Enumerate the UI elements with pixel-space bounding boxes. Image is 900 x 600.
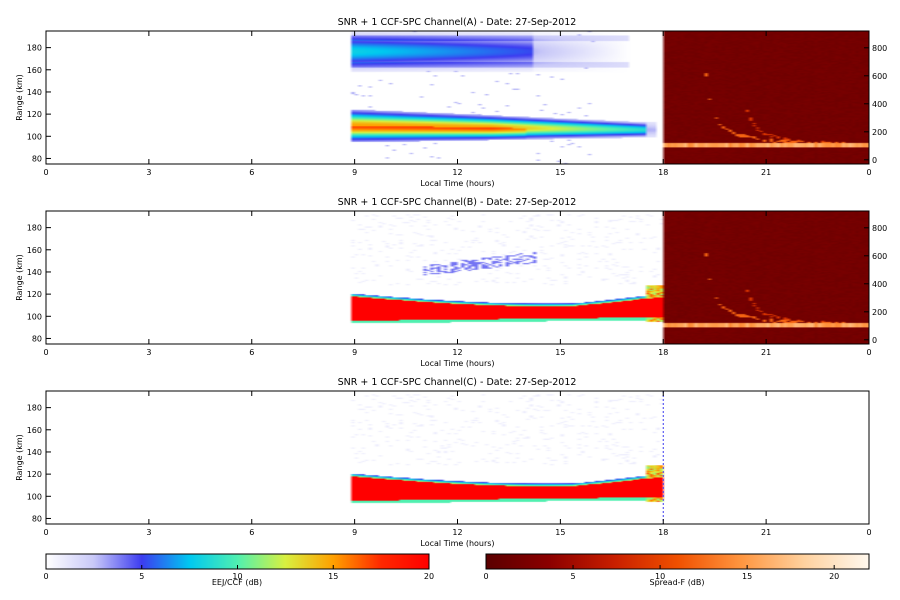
x-tick-label: 0 — [43, 168, 48, 177]
y-tick-label: 140 — [27, 88, 42, 97]
panel-title: SNR + 1 CCF-SPC Channel(C) - Date: 27-Se… — [338, 377, 577, 388]
heatmap-image — [46, 391, 869, 524]
x-axis-label: Local Time (hours) — [420, 179, 494, 188]
y2-tick-label: 200 — [872, 308, 887, 317]
x-tick-label: 9 — [352, 528, 357, 537]
y-tick-label: 100 — [27, 492, 42, 501]
y2-tick-label: 400 — [872, 100, 887, 109]
y-tick-label: 80 — [32, 334, 42, 343]
panel-channel-c: SNR + 1 CCF-SPC Channel(C) - Date: 27-Se… — [15, 377, 872, 548]
y-tick-label: 120 — [27, 110, 42, 119]
colorbar-tick-label: 5 — [570, 572, 575, 581]
y2-tick-label: 0 — [872, 156, 877, 165]
x-tick-label: 0 — [866, 348, 871, 357]
y-tick-label: 160 — [27, 66, 42, 75]
x-tick-label: 15 — [555, 528, 565, 537]
y2-tick-label: 400 — [872, 280, 887, 289]
y-tick-label: 180 — [27, 224, 42, 233]
colorbar-tick-label: 15 — [328, 572, 338, 581]
colorbar-tick-label: 5 — [139, 572, 144, 581]
x-tick-label: 3 — [146, 528, 151, 537]
x-tick-label: 21 — [761, 348, 771, 357]
colorbar-frame — [485, 553, 870, 570]
y-tick-label: 140 — [27, 448, 42, 457]
x-tick-label: 21 — [761, 528, 771, 537]
panel-channel-b: SNR + 1 CCF-SPC Channel(B) - Date: 27-Se… — [15, 197, 887, 368]
x-tick-label: 0 — [43, 348, 48, 357]
y-tick-label: 100 — [27, 312, 42, 321]
y2-tick-label: 600 — [872, 72, 887, 81]
y-tick-label: 160 — [27, 426, 42, 435]
y-axis-label: Range (km) — [15, 434, 24, 481]
x-axis-label: Local Time (hours) — [420, 539, 494, 548]
colorbar-tick-label: 20 — [424, 572, 434, 581]
y-tick-label: 180 — [27, 404, 42, 413]
y-tick-label: 80 — [32, 154, 42, 163]
x-tick-label: 9 — [352, 168, 357, 177]
colorbar-tick-label: 0 — [43, 572, 48, 581]
colorbar-label-eej: EEJ/CCF (dB) — [212, 578, 262, 587]
x-tick-label: 12 — [452, 528, 462, 537]
y2-tick-label: 200 — [872, 128, 887, 137]
panel-title: SNR + 1 CCF-SPC Channel(A) - Date: 27-Se… — [338, 17, 577, 28]
colorbar-tick-label: 10 — [655, 572, 665, 581]
y2-tick-label: 800 — [872, 44, 887, 53]
x-tick-label: 0 — [866, 168, 871, 177]
colorbar-label-spread-f: Spread-F (dB) — [649, 578, 704, 587]
x-tick-label: 18 — [658, 168, 668, 177]
x-axis-label: Local Time (hours) — [420, 359, 494, 368]
y-tick-label: 180 — [27, 44, 42, 53]
x-tick-label: 15 — [555, 348, 565, 357]
y2-tick-label: 800 — [872, 224, 887, 233]
x-tick-label: 18 — [658, 528, 668, 537]
heatmap-image — [46, 211, 869, 344]
colorbar-tick-label: 15 — [742, 572, 752, 581]
x-tick-label: 21 — [761, 168, 771, 177]
y-tick-label: 120 — [27, 290, 42, 299]
y-tick-label: 80 — [32, 514, 42, 523]
y2-tick-label: 600 — [872, 252, 887, 261]
y-tick-label: 120 — [27, 470, 42, 479]
x-tick-label: 0 — [866, 528, 871, 537]
colorbar-tick-label: 10 — [232, 572, 242, 581]
panel-channel-a: SNR + 1 CCF-SPC Channel(A) - Date: 27-Se… — [15, 17, 887, 188]
x-tick-label: 6 — [249, 348, 254, 357]
panel-title: SNR + 1 CCF-SPC Channel(B) - Date: 27-Se… — [338, 197, 577, 208]
x-tick-label: 3 — [146, 168, 151, 177]
colorbar-tick-label: 0 — [483, 572, 488, 581]
y2-tick-label: 0 — [872, 336, 877, 345]
x-tick-label: 12 — [452, 348, 462, 357]
x-tick-label: 3 — [146, 348, 151, 357]
x-tick-label: 6 — [249, 168, 254, 177]
colorbar-tick-label: 20 — [829, 572, 839, 581]
y-axis-label: Range (km) — [15, 254, 24, 301]
x-tick-label: 6 — [249, 528, 254, 537]
y-tick-label: 160 — [27, 246, 42, 255]
y-tick-label: 140 — [27, 268, 42, 277]
x-tick-label: 9 — [352, 348, 357, 357]
colorbars: EEJ/CCF (dB) Spread-F (dB) 0 5 10 15 20 0 5 10 1… — [43, 553, 870, 587]
colorbar-gradient — [486, 554, 869, 569]
x-tick-label: 15 — [555, 168, 565, 177]
heatmap-image — [46, 31, 869, 164]
x-tick-label: 0 — [43, 528, 48, 537]
y-axis-label: Range (km) — [15, 74, 24, 121]
x-tick-label: 12 — [452, 168, 462, 177]
y-tick-label: 100 — [27, 132, 42, 141]
x-tick-label: 18 — [658, 348, 668, 357]
